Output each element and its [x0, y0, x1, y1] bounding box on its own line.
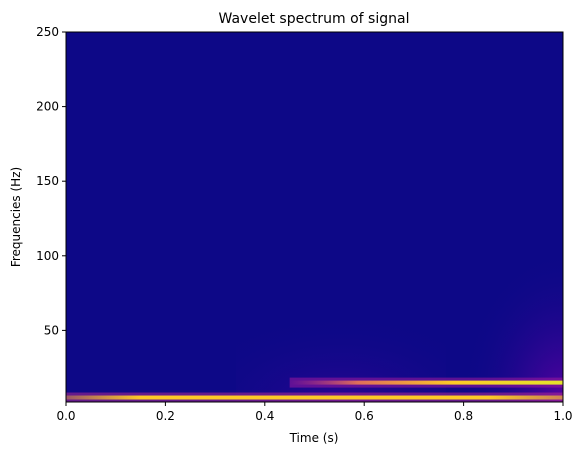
x-tick-label: 0.4: [255, 409, 274, 423]
chart-title: Wavelet spectrum of signal: [219, 11, 410, 27]
x-tick-label: 0.6: [355, 409, 374, 423]
bands-layer: [66, 377, 563, 402]
y-tick-label: 50: [44, 323, 59, 337]
y-axis-ticks: 50 100 150 200 250: [36, 25, 66, 337]
spectrum-band: [289, 380, 563, 385]
x-tick-label: 0.0: [56, 409, 75, 423]
low-freq-glow-right: [460, 250, 563, 402]
spectrum-band: [66, 395, 563, 400]
x-tick-label: 1.0: [553, 409, 572, 423]
x-axis-label: Time (s): [289, 431, 339, 445]
y-axis-label: Frequencies (Hz): [9, 167, 23, 267]
y-tick-label: 250: [36, 25, 59, 39]
x-axis-ticks: 0.0 0.2 0.4 0.6 0.8 1.0: [56, 402, 573, 423]
plot-frame: [65, 31, 564, 403]
y-tick-label: 100: [36, 249, 59, 263]
x-tick-label: 0.8: [454, 409, 473, 423]
y-tick-label: 200: [36, 100, 59, 114]
y-tick-label: 150: [36, 174, 59, 188]
plot-area: [66, 32, 563, 402]
x-tick-label: 0.2: [156, 409, 175, 423]
